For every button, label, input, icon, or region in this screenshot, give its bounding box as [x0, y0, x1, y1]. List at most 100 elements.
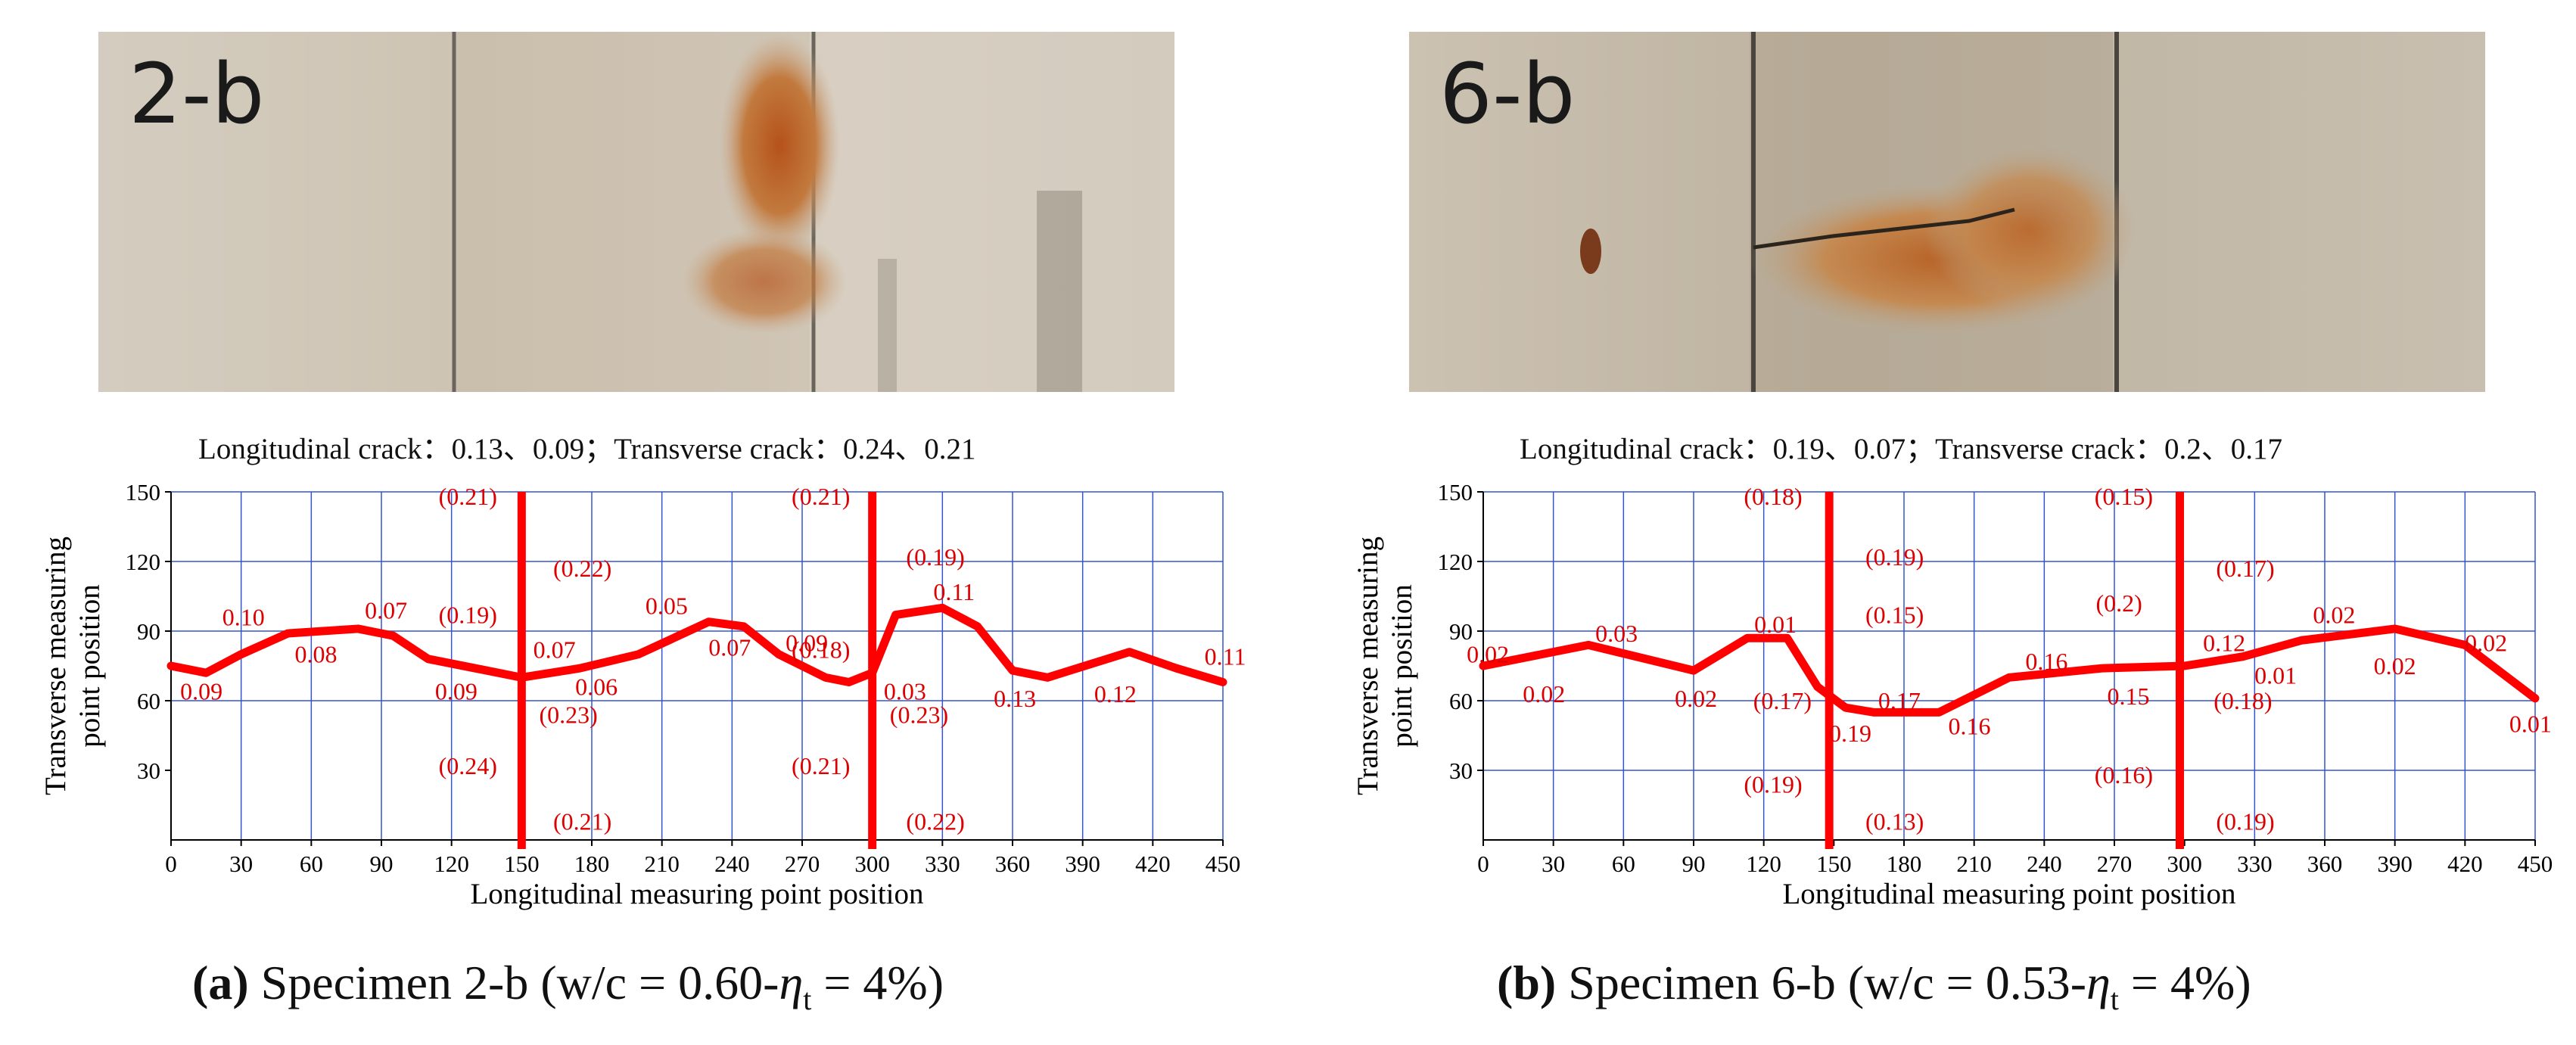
crack-width-label: 0.01: [2509, 711, 2552, 738]
crack-width-label: 0.06: [575, 673, 618, 701]
chart-svg: 0 30 60 90 120 150 180 210 240 270 300 330 360 390 420…: [1352, 479, 2553, 910]
crack-width-bracket-label: (0.19): [1865, 543, 1924, 571]
crack-width-bracket-label: (0.24): [439, 752, 497, 779]
crack-width-bracket-label: (0.19): [439, 602, 497, 629]
photo-label: 2-b: [129, 45, 265, 142]
specimen-photo-6b: 6-b: [1409, 32, 2485, 392]
crack-width-bracket-label: (0.19): [2216, 807, 2274, 835]
caption-letter: (b): [1497, 956, 1557, 1009]
x-tick-label: 390: [1065, 851, 1100, 877]
crack-width-bracket-label: (0.22): [553, 555, 611, 582]
y-tick-label: 120: [126, 549, 161, 575]
longitudinal-crack-line: [166, 603, 1227, 686]
crack-width-bracket-label: (0.23): [539, 701, 597, 728]
x-tick-label: 150: [504, 851, 540, 877]
y-tick-label: 30: [1449, 757, 1473, 784]
concrete-photo: 2-b: [98, 32, 1174, 392]
y-axis-label-line1: Transverse measuring: [1352, 536, 1384, 795]
x-tick-label: 90: [370, 851, 394, 877]
crack-width-label: 0.01: [1754, 611, 1797, 638]
crack-width-bracket-label: (0.18): [2214, 687, 2272, 714]
x-tick-label: 270: [2097, 851, 2133, 877]
crack-width-bracket-label: (0.18): [1744, 483, 1802, 510]
crack-width-bracket-label: (0.16): [2095, 761, 2153, 788]
crack-width-label: 0.10: [222, 604, 265, 631]
crack-width-bracket-label: (0.19): [906, 543, 964, 571]
crack-width-label: 0.02: [2313, 602, 2355, 629]
x-axis-label: Longitudinal measuring point position: [470, 878, 923, 910]
crack-width-label: 0.11: [933, 578, 975, 605]
caption-tail: = 4%): [811, 956, 944, 1009]
crack-width-label: 0.08: [295, 641, 338, 668]
crack-width-label: 0.02: [1467, 641, 1509, 668]
crack-width-label: 0.03: [884, 678, 926, 705]
crack-chart-b: 0 30 60 90 120 150 180 210 240 270 300 330 360 390 420…: [1288, 469, 2576, 910]
chart-svg: 0 30 60 90 120 150 180 210 240 270 300 330 360 390 420…: [39, 479, 1246, 910]
y-tick-label: 60: [1449, 688, 1473, 714]
crack-width-label: 0.12: [2203, 629, 2245, 656]
x-tick-label: 120: [434, 851, 469, 877]
x-tick-label: 300: [854, 851, 890, 877]
crack-width-label: 0.09: [435, 678, 478, 705]
crack-width-label: 0.02: [1675, 685, 1717, 712]
y-axis-label-line2: point position: [1386, 584, 1418, 748]
crack-width-label: 0.19: [1829, 720, 1871, 747]
panel-b: 6-b Longitudinal crack：0.19、0.07；Transve…: [1288, 0, 2576, 1045]
y-tick-label: 90: [1449, 618, 1473, 645]
x-tick-label: 360: [995, 851, 1031, 877]
crack-width-bracket-label: (0.17): [2216, 555, 2274, 582]
crack-width-label: 0.15: [2108, 683, 2150, 710]
x-tick-label: 270: [785, 851, 820, 877]
crack-width-label: 0.01: [2254, 661, 2297, 689]
crack-width-label: 0.07: [365, 596, 407, 624]
crack-width-bracket-label: (0.21): [792, 752, 850, 779]
y-axis-label-line1: Transverse measuring: [39, 536, 72, 795]
caption-sub: t: [803, 981, 812, 1016]
x-tick-label: 180: [1887, 851, 1922, 877]
x-tick-label: 300: [2167, 851, 2202, 877]
crack-width-label: 0.16: [2025, 648, 2067, 675]
specimen-photo-2b: 2-b: [98, 32, 1174, 392]
crack-width-label: 0.16: [1948, 713, 1990, 740]
x-tick-label: 330: [2237, 851, 2273, 877]
x-tick-label: 330: [925, 851, 960, 877]
y-tick-label: 150: [126, 479, 161, 505]
x-tick-label: 120: [1746, 851, 1781, 877]
crack-chart-a: 0 30 60 90 120 150 180 210 240 270 300 330 360 390 420…: [0, 469, 1288, 910]
x-tick-label: 180: [574, 851, 610, 877]
crack-width-label: 0.13: [994, 685, 1036, 712]
crack-width-label: 0.02: [1523, 680, 1565, 708]
x-axis-label: Longitudinal measuring point position: [1782, 878, 2235, 910]
crack-width-label: 0.09: [786, 629, 828, 656]
caption-sub: t: [2110, 981, 2119, 1016]
crack-width-label: 0.07: [534, 636, 576, 664]
caption: (a) Specimen 2-b (w/c = 0.60-ηt = 4%): [192, 955, 944, 1017]
crack-width-label: 0.02: [2465, 629, 2507, 656]
caption-eta: η: [779, 956, 804, 1009]
x-tick-label: 30: [229, 851, 253, 877]
crack-width-bracket-label: (0.19): [1744, 770, 1802, 798]
crack-width-label: 0.03: [1595, 620, 1638, 647]
crack-width-label: 0.05: [646, 592, 688, 619]
x-tick-label: 390: [2377, 851, 2413, 877]
caption-letter: (a): [192, 956, 249, 1009]
crack-summary: Longitudinal crack：0.13、0.09；Transverse …: [198, 433, 976, 465]
x-tick-label: 240: [2027, 851, 2062, 877]
caption-text: Specimen 2-b (w/c = 0.60-: [248, 956, 779, 1009]
crack-width-bracket-label: (0.21): [792, 483, 850, 510]
crack-width-bracket-label: (0.13): [1865, 807, 1924, 835]
x-tick-label: 90: [1682, 851, 1706, 877]
caption: (b) Specimen 6-b (w/c = 0.53-ηt = 4%): [1497, 955, 2251, 1017]
x-tick-label: 420: [1135, 851, 1171, 877]
y-axis-label-line2: point position: [73, 584, 106, 748]
x-tick-label: 150: [1816, 851, 1852, 877]
crack-width-bracket-label: (0.23): [890, 701, 948, 728]
y-tick-label: 150: [1438, 479, 1473, 505]
photo-label: 6-b: [1439, 45, 1576, 142]
crack-width-bracket-label: (0.21): [439, 483, 497, 510]
crack-width-bracket-label: (0.15): [2095, 483, 2153, 510]
crack-width-label: 0.12: [1094, 680, 1137, 708]
y-tick-label: 60: [137, 688, 160, 714]
panel-a: 2-b Longitudinal crack：0.13、0.09；Transve…: [0, 32, 1288, 1017]
crack-width-bracket-label: (0.21): [553, 807, 611, 835]
